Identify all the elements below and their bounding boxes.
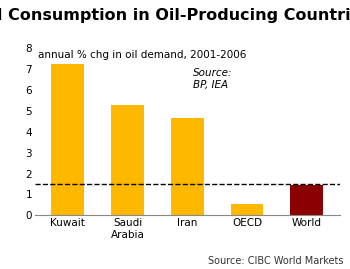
Bar: [111, 105, 144, 215]
Text: Oil Consumption in Oil-Producing Countries: Oil Consumption in Oil-Producing Countri…: [0, 8, 350, 23]
Text: Source:
BP, IEA: Source: BP, IEA: [193, 68, 233, 90]
Text: Source: CIBC World Markets: Source: CIBC World Markets: [208, 256, 343, 266]
Bar: [171, 118, 204, 215]
Bar: [290, 185, 323, 215]
Bar: [231, 204, 264, 215]
Bar: [51, 64, 84, 215]
Text: annual % chg in oil demand, 2001-2006: annual % chg in oil demand, 2001-2006: [38, 50, 246, 60]
